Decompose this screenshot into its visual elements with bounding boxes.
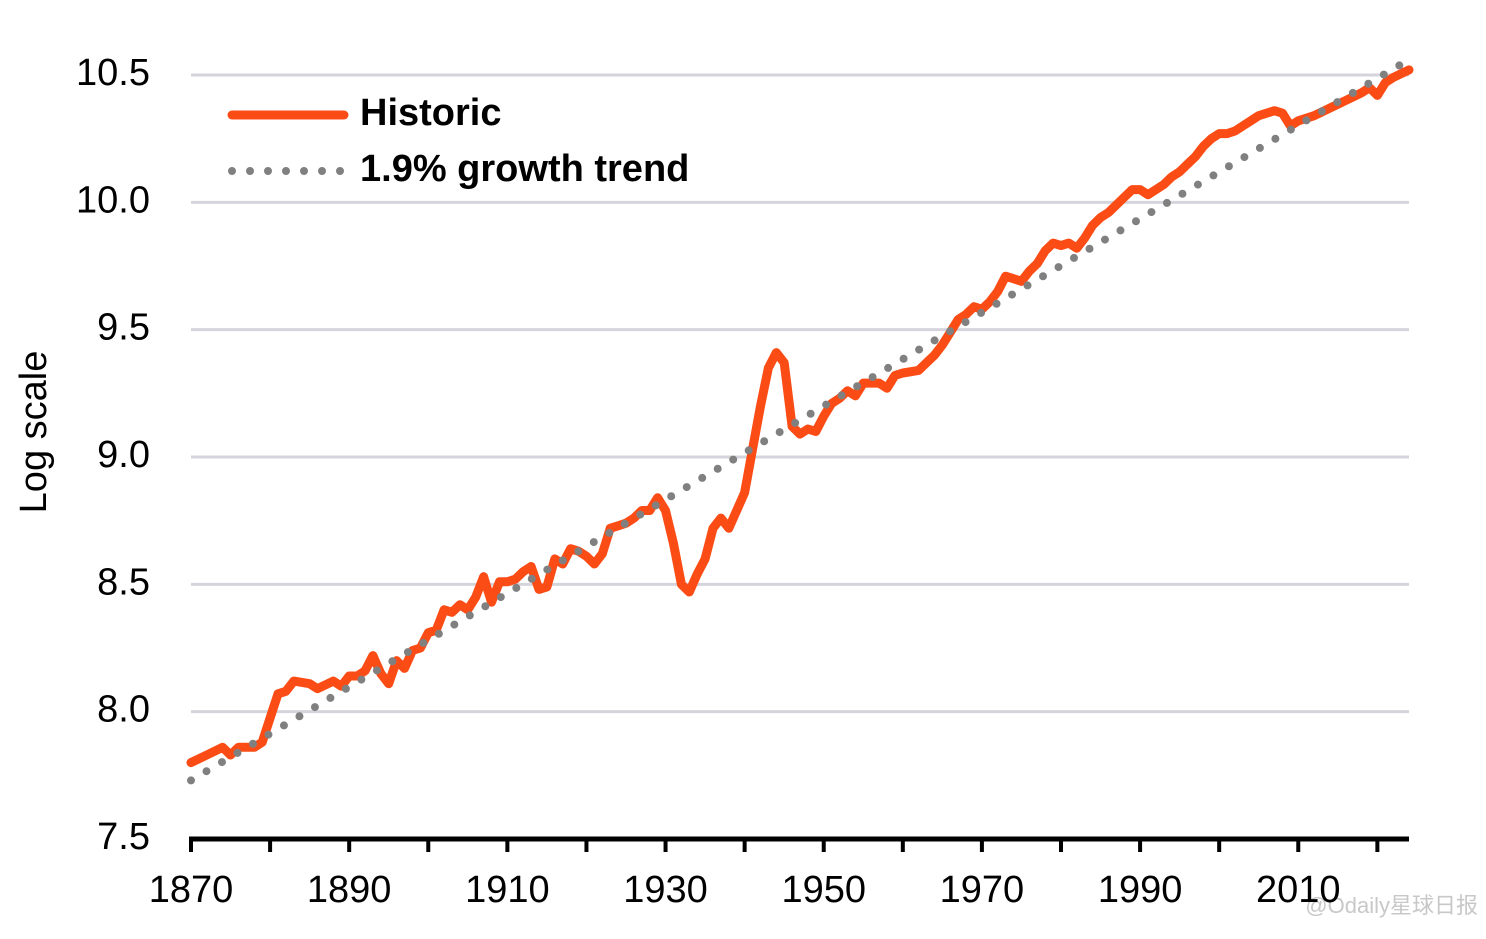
y-tick-label: 8.0 (97, 689, 150, 731)
y-tick-label: 9.0 (97, 434, 150, 476)
legend-label: 1.9% growth trend (360, 148, 689, 190)
x-tick-label: 2010 (1256, 869, 1341, 911)
x-tick-label: 1890 (307, 869, 392, 911)
y-tick-label: 10.5 (76, 52, 150, 94)
y-tick-label: 8.5 (97, 561, 150, 603)
watermark: @Odaily星球日报 (1305, 893, 1478, 918)
y-axis-label: Log scale (13, 351, 55, 514)
series-line (187, 55, 1413, 785)
x-tick-label: 1910 (465, 869, 550, 911)
y-tick-label: 7.5 (97, 816, 150, 858)
series-line (186, 65, 1414, 768)
legend-label: Historic (360, 92, 501, 134)
x-tick-label: 1970 (940, 869, 1025, 911)
x-tick-label: 1990 (1098, 869, 1183, 911)
x-tick-label: 1870 (149, 869, 234, 911)
x-tick-label: 1950 (781, 869, 866, 911)
y-tick-label: 10.0 (76, 179, 150, 221)
y-tick-label: 9.5 (97, 307, 150, 349)
x-tick-label: 1930 (623, 869, 708, 911)
